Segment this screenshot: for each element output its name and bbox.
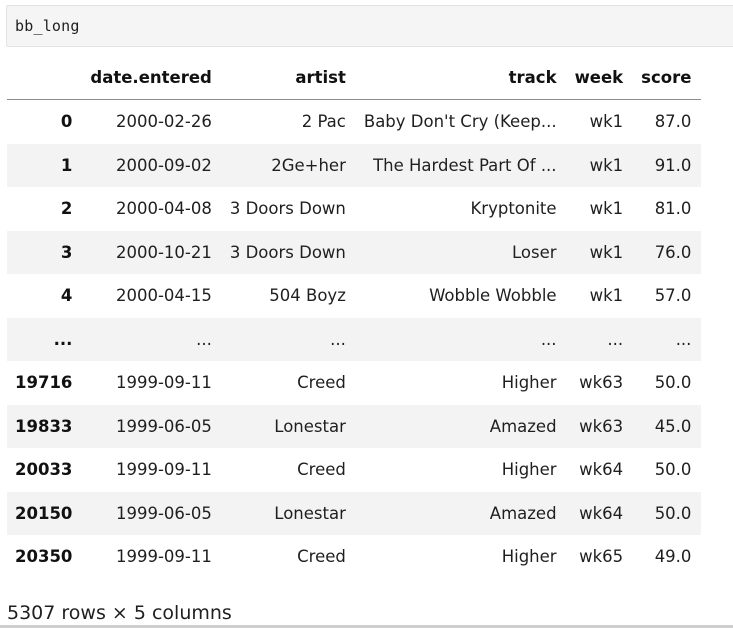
row-index: 20350 bbox=[15, 547, 73, 567]
cell-track: Amazed bbox=[489, 503, 557, 523]
table-row: 3 2000-10-21 3 Doors Down Loser wk1 76.0 bbox=[7, 230, 702, 274]
cell-week: wk1 bbox=[589, 112, 624, 132]
table-row: 4 2000-04-15 504 Boyz Wobble Wobble wk1 … bbox=[7, 274, 701, 318]
cell-track: Baby Don't Cry (Keep... bbox=[363, 112, 557, 132]
cell-date-entered: 1999-09-11 bbox=[115, 373, 212, 393]
cell-artist: Creed bbox=[297, 373, 346, 393]
row-index: 2 bbox=[60, 199, 73, 219]
table-row: 19833 1999-06-05 Lonestar Amazed wk63 45… bbox=[7, 404, 702, 448]
table-row: 20150 1999-06-05 Lonestar Amazed wk64 50… bbox=[7, 491, 702, 535]
cell-track: Loser bbox=[512, 242, 557, 262]
cell-track: The Hardest Part Of ... bbox=[373, 155, 557, 175]
column-header-date-entered: date.entered bbox=[82, 56, 222, 100]
cell-artist: Lonestar bbox=[274, 503, 346, 523]
row-index: ... bbox=[53, 329, 73, 349]
table-row: 20033 1999-09-11 Creed Higher wk64 50.0 bbox=[7, 448, 701, 492]
table-row: 20350 1999-09-11 Creed Higher wk65 49.0 bbox=[7, 535, 701, 579]
cell-week: wk1 bbox=[589, 155, 624, 175]
row-index: 0 bbox=[60, 112, 73, 132]
cell-artist: Lonestar bbox=[274, 416, 346, 436]
column-header-score: score bbox=[633, 56, 702, 100]
table-row: 2 2000-04-08 3 Doors Down Kryptonite wk1… bbox=[7, 187, 701, 231]
code-cell-source: bb_long bbox=[15, 17, 80, 35]
cell-track: Wobble Wobble bbox=[429, 286, 557, 306]
cell-score: 50.0 bbox=[654, 503, 692, 523]
cell-date-entered: 2000-04-15 bbox=[115, 286, 212, 306]
cell-date-entered: 2000-10-21 bbox=[115, 242, 212, 262]
cell-date-entered: 2000-02-26 bbox=[115, 112, 212, 132]
cell-date-entered: ... bbox=[196, 329, 212, 349]
cell-week: wk64 bbox=[579, 503, 624, 523]
cell-week: wk63 bbox=[579, 373, 624, 393]
row-index: 1 bbox=[60, 155, 73, 175]
cell-track: Amazed bbox=[489, 416, 557, 436]
cell-artist: 3 Doors Down bbox=[229, 199, 346, 219]
cell-score: 91.0 bbox=[654, 155, 692, 175]
row-index: 19716 bbox=[15, 373, 73, 393]
cell-track: Higher bbox=[501, 460, 557, 480]
cell-artist: 3 Doors Down bbox=[229, 242, 346, 262]
cell-week: wk64 bbox=[579, 460, 624, 480]
table-body: 0 2000-02-26 2 Pac Baby Don't Cry (Keep.… bbox=[7, 100, 702, 579]
cell-score: 50.0 bbox=[654, 460, 692, 480]
cell-date-entered: 1999-09-11 bbox=[115, 547, 212, 567]
cell-week: wk1 bbox=[589, 286, 624, 306]
cell-date-entered: 2000-04-08 bbox=[115, 199, 212, 219]
cell-artist: Creed bbox=[297, 460, 346, 480]
cell-score: 45.0 bbox=[654, 416, 692, 436]
cell-score: 49.0 bbox=[654, 547, 692, 567]
header-row: date.entered artist track week score bbox=[7, 56, 702, 100]
cell-track: Kryptonite bbox=[470, 199, 557, 219]
cell-score: 57.0 bbox=[654, 286, 692, 306]
column-header-artist: artist bbox=[221, 56, 356, 100]
cell-artist: 2Ge+her bbox=[271, 155, 346, 175]
cell-artist: 2 Pac bbox=[301, 112, 346, 132]
column-header-week: week bbox=[566, 56, 634, 100]
cell-score: 81.0 bbox=[654, 199, 692, 219]
output-divider bbox=[0, 625, 733, 628]
row-index: 20150 bbox=[15, 503, 73, 523]
ellipsis-row: ... ... ... ... ... ... bbox=[7, 317, 702, 361]
dataframe-shape-summary: 5307 rows × 5 columns bbox=[7, 602, 232, 624]
cell-date-entered: 1999-06-05 bbox=[115, 416, 212, 436]
cell-track: Higher bbox=[501, 547, 557, 567]
cell-score: ... bbox=[675, 329, 692, 349]
cell-score: 87.0 bbox=[654, 112, 692, 132]
column-header-track: track bbox=[355, 56, 567, 100]
row-index: 20033 bbox=[15, 460, 73, 480]
table-row: 0 2000-02-26 2 Pac Baby Don't Cry (Keep.… bbox=[7, 100, 701, 144]
cell-artist: ... bbox=[330, 329, 346, 349]
row-index: 19833 bbox=[15, 416, 73, 436]
table-row: 19716 1999-09-11 Creed Higher wk63 50.0 bbox=[7, 361, 701, 405]
cell-week: wk63 bbox=[579, 416, 624, 436]
cell-week: wk1 bbox=[589, 199, 624, 219]
cell-track: ... bbox=[540, 329, 557, 349]
cell-artist: 504 Boyz bbox=[269, 286, 346, 306]
cell-track: Higher bbox=[501, 373, 557, 393]
cell-artist: Creed bbox=[297, 547, 346, 567]
cell-date-entered: 2000-09-02 bbox=[115, 155, 212, 175]
table-row: 1 2000-09-02 2Ge+her The Hardest Part Of… bbox=[7, 143, 702, 187]
row-index: 3 bbox=[60, 242, 73, 262]
table-header: date.entered artist track week score bbox=[7, 56, 702, 100]
index-header bbox=[7, 56, 83, 100]
dataframe-table: date.entered artist track week score 0 2… bbox=[7, 56, 702, 579]
cell-score: 50.0 bbox=[654, 373, 692, 393]
cell-week: wk1 bbox=[589, 242, 624, 262]
code-cell-input[interactable]: bb_long bbox=[6, 5, 733, 47]
cell-score: 76.0 bbox=[654, 242, 692, 262]
cell-week: wk65 bbox=[579, 547, 624, 567]
cell-date-entered: 1999-06-05 bbox=[115, 503, 212, 523]
cell-week: ... bbox=[607, 329, 624, 349]
cell-date-entered: 1999-09-11 bbox=[115, 460, 212, 480]
row-index: 4 bbox=[60, 286, 73, 306]
